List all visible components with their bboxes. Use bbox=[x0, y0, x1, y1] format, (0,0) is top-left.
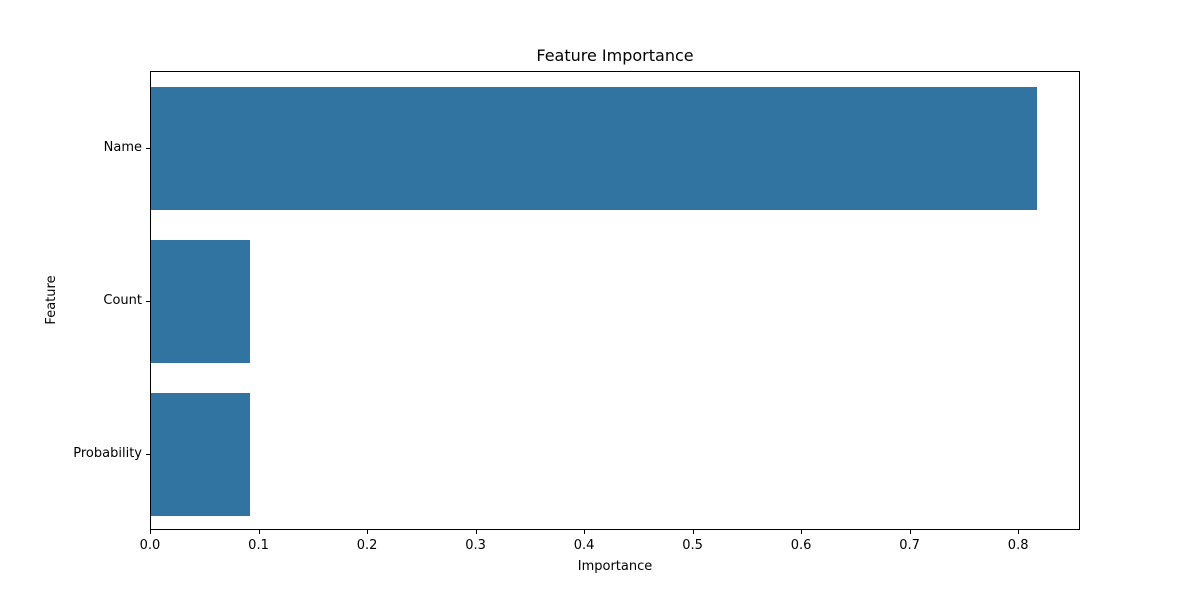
bar-name bbox=[151, 87, 1037, 210]
y-tick-label-probability: Probability bbox=[73, 446, 142, 461]
x-tick-label: 0.5 bbox=[682, 538, 703, 553]
y-tick-mark bbox=[146, 147, 150, 149]
x-tick-mark bbox=[367, 530, 369, 534]
y-tick-label-name: Name bbox=[103, 140, 142, 155]
y-tick-mark bbox=[146, 300, 150, 302]
bar-probability bbox=[151, 393, 250, 516]
x-tick-mark bbox=[801, 530, 803, 534]
x-tick-label: 0.7 bbox=[899, 538, 920, 553]
bar-count bbox=[151, 240, 250, 363]
plot-area bbox=[150, 71, 1080, 530]
x-tick-label: 0.2 bbox=[356, 538, 378, 553]
x-tick-mark bbox=[475, 530, 477, 534]
y-tick-mark bbox=[146, 453, 150, 455]
x-axis-label: Importance bbox=[577, 559, 653, 574]
x-tick-mark bbox=[584, 530, 586, 534]
x-tick-label: 0.0 bbox=[139, 538, 161, 553]
x-tick-label: 0.4 bbox=[573, 538, 595, 553]
x-tick-mark bbox=[909, 530, 911, 534]
x-tick-mark bbox=[1018, 530, 1020, 534]
x-tick-label: 0.6 bbox=[790, 538, 812, 553]
x-tick-label: 0.3 bbox=[465, 538, 486, 553]
x-tick-mark bbox=[692, 530, 694, 534]
x-tick-mark bbox=[150, 530, 151, 534]
x-tick-label: 0.1 bbox=[248, 538, 269, 553]
x-tick-label: 0.8 bbox=[1007, 538, 1029, 553]
y-tick-label-count: Count bbox=[103, 293, 142, 308]
x-tick-mark bbox=[258, 530, 260, 534]
chart-title: Feature Importance bbox=[536, 46, 694, 65]
